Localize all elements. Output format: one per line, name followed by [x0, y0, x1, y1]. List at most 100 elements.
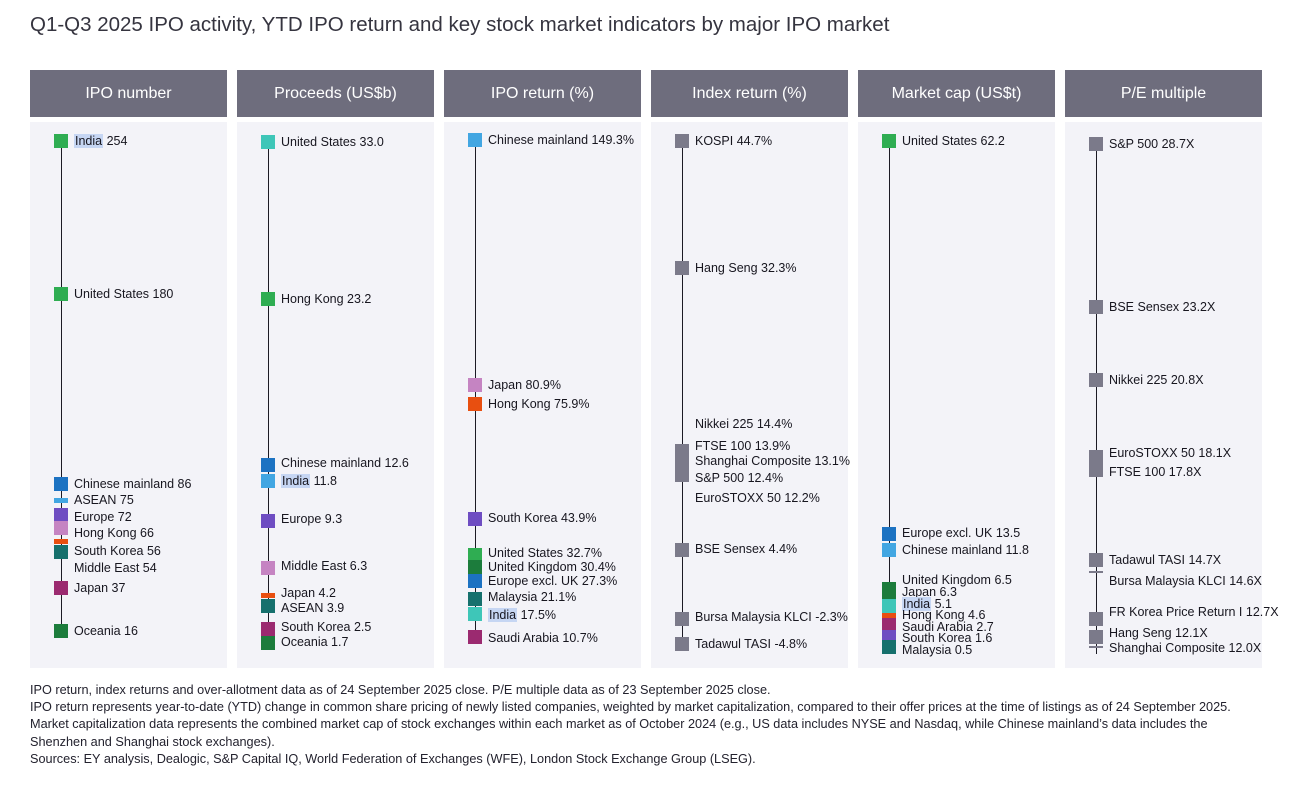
data-point-label: India 11.8	[281, 474, 337, 488]
data-point-label: United States 180	[74, 287, 173, 301]
data-point-marker	[468, 133, 482, 147]
column-body: S&P 500 28.7X BSE Sensex 23.2X Nikkei 225 …	[1065, 122, 1279, 668]
axis-line	[267, 142, 269, 650]
market-name: Chinese mainland	[74, 477, 175, 491]
market-name: Japan	[281, 586, 316, 600]
market-name: United States	[281, 135, 357, 149]
chart-title: Q1-Q3 2025 IPO activity, YTD IPO return …	[30, 13, 890, 36]
data-point-label: United Kingdom 30.4%	[488, 560, 616, 574]
data-point-label: Nikkei 225 14.4%	[695, 417, 792, 431]
market-name: Japan	[902, 585, 937, 599]
data-point-marker	[468, 560, 482, 574]
market-name: United Kingdom	[902, 573, 991, 587]
data-point-marker	[261, 474, 275, 488]
market-name: Hong Kong	[902, 608, 965, 622]
market-name: South Korea	[281, 620, 351, 634]
market-value: 27.3%	[581, 574, 618, 588]
data-point-label: Hong Kong 75.9%	[488, 397, 590, 411]
data-point-label: Europe 9.3	[281, 512, 342, 526]
data-point-label: Tadawul TASI 14.7X	[1109, 553, 1221, 567]
data-point-marker	[261, 622, 275, 636]
market-name: Malaysia	[488, 590, 538, 604]
market-value: 5.1	[934, 597, 952, 611]
data-point-label: Japan 4.2	[281, 586, 336, 600]
market-name: Middle East	[281, 559, 347, 573]
data-point-label: India 17.5%	[488, 608, 556, 622]
data-point-marker	[261, 636, 275, 650]
data-point-label: Chinese mainland 12.6	[281, 456, 409, 470]
data-point-label: Shanghai Composite 12.0X	[1109, 641, 1261, 655]
market-value: 21.1%	[540, 590, 577, 604]
highlighted-market-name: India	[74, 134, 104, 148]
column-body: India 254 United States 180 Chinese mainla…	[30, 122, 227, 668]
market-value: 66	[140, 526, 154, 540]
market-name: Japan	[74, 581, 109, 595]
market-name: Oceania	[74, 624, 121, 638]
market-name: Middle East	[74, 561, 140, 575]
data-point-marker	[261, 599, 275, 613]
data-point-marker	[468, 397, 482, 411]
data-point-label: South Korea 56	[74, 544, 161, 558]
market-value: 86	[177, 477, 192, 491]
market-name: Malaysia	[902, 643, 952, 657]
highlighted-market-name: India	[281, 474, 311, 488]
data-point-marker	[54, 624, 68, 638]
market-name: South Korea	[74, 544, 144, 558]
data-point-marker	[54, 581, 68, 595]
column-header: IPO number	[30, 70, 227, 117]
market-value: -4.8%	[774, 637, 808, 651]
column-header: Index return (%)	[651, 70, 848, 117]
market-value: 0.5	[954, 643, 973, 657]
data-point-marker	[675, 637, 689, 651]
data-point-label: Japan 6.3	[902, 585, 957, 599]
market-name: South Korea	[902, 631, 972, 645]
column-header: Proceeds (US$b)	[237, 70, 434, 117]
data-point-label: Europe excl. UK 27.3%	[488, 574, 617, 588]
market-value: 80.9%	[525, 378, 561, 392]
market-value: 28.7X	[1161, 137, 1195, 151]
market-name: Hang Seng	[695, 261, 758, 275]
footnote-line-4: Sources: EY analysis, Dealogic, S&P Capi…	[30, 751, 756, 766]
market-value: 23.2X	[1182, 300, 1216, 314]
data-point-marker	[261, 561, 275, 575]
data-point-label: BSE Sensex 4.4%	[695, 542, 797, 556]
column-body: KOSPI 44.7% Hang Seng 32.3% Nikkei 225 14.…	[651, 122, 850, 668]
data-point-marker	[882, 527, 896, 541]
market-value: 10.7%	[562, 631, 598, 645]
market-value: 13.5	[995, 526, 1021, 540]
market-value: 14.6X	[1229, 574, 1262, 588]
data-point-label: South Korea 43.9%	[488, 511, 596, 525]
axis-line	[681, 141, 683, 651]
data-point-marker	[882, 618, 896, 632]
market-name: Europe	[281, 512, 322, 526]
market-value: 254	[106, 134, 128, 148]
data-point-label: FTSE 100 17.8X	[1109, 465, 1201, 479]
market-name: FTSE 100	[1109, 465, 1166, 479]
data-point-label: Nikkei 225 20.8X	[1109, 373, 1204, 387]
market-name: Japan	[488, 378, 523, 392]
data-point-marker	[468, 592, 482, 606]
data-point-label: Europe 72	[74, 510, 132, 524]
market-value: 17.8X	[1168, 465, 1202, 479]
column-body: United States 33.0 Hong Kong 23.2 Chinese …	[237, 122, 434, 668]
market-value: 12.2%	[784, 491, 820, 505]
column-header: Market cap (US$t)	[858, 70, 1055, 117]
market-name: Shanghai Composite	[1109, 641, 1226, 655]
market-value: 180	[152, 287, 174, 301]
market-value: 18.1X	[1198, 446, 1232, 460]
market-name: Bursa Malaysia KLCI	[1109, 574, 1226, 588]
data-point-marker	[54, 545, 68, 559]
column-panel-6: P/E multiple S&P 500 28.7X BSE Sensex 23.2…	[1065, 70, 1279, 668]
data-point-label: Europe excl. UK 13.5	[902, 526, 1020, 540]
market-name: South Korea	[488, 511, 558, 525]
data-point-marker	[468, 630, 482, 644]
market-value: 4.2	[318, 586, 336, 600]
data-point-marker	[468, 512, 482, 526]
data-point-label: United States 33.0	[281, 135, 384, 149]
market-value: 43.9%	[560, 511, 597, 525]
data-point-marker	[54, 538, 68, 544]
market-name: Chinese mainland	[902, 543, 1003, 557]
data-point-label: EuroSTOXX 50 12.2%	[695, 491, 820, 505]
market-value: 32.3%	[761, 261, 797, 275]
footnote-line-3: Market capitalization data represents th…	[30, 717, 1208, 749]
